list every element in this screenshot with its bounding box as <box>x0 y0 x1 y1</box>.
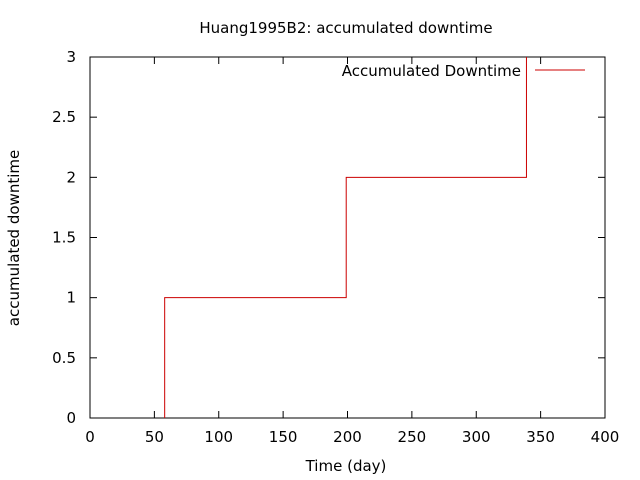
x-axis-label: Time (day) <box>305 457 387 475</box>
series-line <box>164 57 527 418</box>
y-tick-label: 3 <box>66 48 76 66</box>
y-tick-label: 1.5 <box>52 229 76 247</box>
x-tick-label: 150 <box>269 428 298 446</box>
x-tick-label: 350 <box>526 428 555 446</box>
y-tick-label: 2 <box>66 168 76 186</box>
y-axis-ticks: 0 0.5 1 1.5 2 2.5 3 <box>52 48 605 427</box>
plot-frame <box>89 56 606 419</box>
x-tick-label: 50 <box>145 428 164 446</box>
x-tick-label: 300 <box>462 428 491 446</box>
x-tick-label: 400 <box>591 428 620 446</box>
x-axis-ticks: 0 50 100 150 200 250 300 350 400 <box>85 57 619 446</box>
legend-label: Accumulated Downtime <box>342 62 521 80</box>
series-layer <box>164 57 527 418</box>
x-tick-label: 100 <box>204 428 233 446</box>
x-tick-label: 0 <box>85 428 95 446</box>
x-tick-label: 200 <box>333 428 362 446</box>
y-tick-label: 0 <box>66 409 76 427</box>
y-tick-label: 0.5 <box>52 349 76 367</box>
chart-title: Huang1995B2: accumulated downtime <box>199 19 492 37</box>
y-axis-label: accumulated downtime <box>5 150 23 326</box>
y-tick-label: 1 <box>66 289 76 307</box>
legend: Accumulated Downtime <box>342 62 585 80</box>
y-tick-label: 2.5 <box>52 108 76 126</box>
x-tick-label: 250 <box>398 428 427 446</box>
